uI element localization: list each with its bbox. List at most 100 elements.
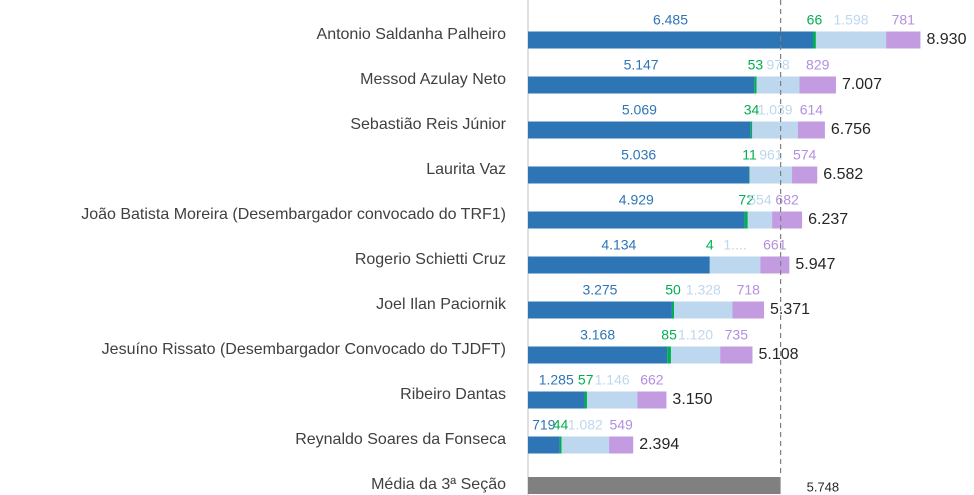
value-label: 4.929 xyxy=(619,192,654,208)
value-label: 554 xyxy=(748,192,772,208)
bar-segment xyxy=(670,346,721,364)
category-label: Antonio Saldanha Palheiro xyxy=(317,26,507,43)
category-label: Rogerio Schietti Cruz xyxy=(355,251,506,268)
total-label: 3.150 xyxy=(672,391,712,408)
bar-segment xyxy=(667,346,671,364)
category-label: Reynaldo Soares da Fonseca xyxy=(295,431,506,448)
bar-segment xyxy=(528,436,560,454)
bar-segment xyxy=(750,121,753,139)
bar-segment xyxy=(752,121,798,139)
value-label: 44 xyxy=(553,417,569,433)
value-label: 4.134 xyxy=(601,237,636,253)
bar-segment xyxy=(720,346,753,364)
bar-segment xyxy=(528,31,813,49)
value-label: 72 xyxy=(738,192,754,208)
value-label: 5.147 xyxy=(624,57,659,73)
bar-segment xyxy=(772,211,803,229)
value-label: 781 xyxy=(892,12,916,28)
value-label: 3.168 xyxy=(580,327,615,343)
value-label: 3.275 xyxy=(582,282,617,298)
value-label: 6.485 xyxy=(653,12,688,28)
bar-segment xyxy=(528,121,751,139)
value-label: 11 xyxy=(742,147,757,163)
total-label: 6.756 xyxy=(831,121,871,138)
bar-segment xyxy=(637,391,667,409)
category-label: Joel Ilan Paciornik xyxy=(376,296,507,313)
category-label: Ribeiro Dantas xyxy=(400,386,506,403)
category-label: Média da 3ª Seção xyxy=(371,476,506,493)
bar-segment xyxy=(709,256,761,274)
value-label: 85 xyxy=(661,327,677,343)
bar-segment xyxy=(528,166,750,184)
value-label: 614 xyxy=(800,102,824,118)
bar-segment xyxy=(674,301,733,319)
bar-segment xyxy=(528,211,745,229)
value-label: 961 xyxy=(759,147,783,163)
value-label: 1.328 xyxy=(686,282,721,298)
bar-segment xyxy=(586,391,638,409)
value-label: 718 xyxy=(737,282,761,298)
total-label: 5.371 xyxy=(770,301,810,318)
bar-segment xyxy=(760,256,790,274)
bar-segment xyxy=(747,211,773,229)
total-label: 2.394 xyxy=(639,436,679,453)
value-label: 1.285 xyxy=(539,372,574,388)
value-label: 5.036 xyxy=(621,147,656,163)
total-label: 8.930 xyxy=(926,31,966,48)
total-label: 7.007 xyxy=(842,76,882,93)
category-label: Messod Azulay Neto xyxy=(360,71,506,88)
value-label: 1.082 xyxy=(568,417,603,433)
average-bar xyxy=(528,477,781,494)
value-label: 4 xyxy=(706,237,714,253)
bar-segment xyxy=(561,436,610,454)
bar-segment xyxy=(756,76,800,94)
bar-segment xyxy=(528,256,710,274)
bar-segment xyxy=(797,121,825,139)
bar-segment xyxy=(609,436,634,454)
average-label: 5.748 xyxy=(807,479,840,494)
bar-segment xyxy=(886,31,921,49)
total-label: 5.108 xyxy=(758,346,798,363)
value-label: 574 xyxy=(793,147,817,163)
value-label: 682 xyxy=(775,192,799,208)
value-label: 57 xyxy=(578,372,594,388)
bar-segment xyxy=(732,301,765,319)
bar-segment xyxy=(799,76,836,94)
value-label: 661 xyxy=(763,237,787,253)
value-label: 978 xyxy=(766,57,790,73)
category-label: Sebastião Reis Júnior xyxy=(350,116,506,133)
bar-segment xyxy=(744,211,748,229)
value-label: 66 xyxy=(807,12,823,28)
bar-segment xyxy=(584,391,587,409)
bar-segment xyxy=(559,436,562,454)
bar-segment xyxy=(813,31,816,49)
bar-segment xyxy=(528,346,668,364)
bar-segment xyxy=(815,31,887,49)
bar-segment xyxy=(528,391,585,409)
total-label: 5.947 xyxy=(795,256,835,273)
value-label: 5.069 xyxy=(622,102,657,118)
value-label: 735 xyxy=(725,327,749,343)
value-label: 1.598 xyxy=(833,12,868,28)
total-label: 6.237 xyxy=(808,211,848,228)
value-label: 53 xyxy=(748,57,764,73)
bar-segment xyxy=(671,301,675,319)
bar-segment xyxy=(528,76,755,94)
category-label: Laurita Vaz xyxy=(426,161,506,178)
value-label: 662 xyxy=(640,372,664,388)
value-label: 549 xyxy=(609,417,633,433)
value-label: 50 xyxy=(665,282,681,298)
category-label: João Batista Moreira (Desembargador conv… xyxy=(81,206,506,223)
value-label: 829 xyxy=(806,57,830,73)
bar-segment xyxy=(749,166,793,184)
value-label: 1.146 xyxy=(595,372,630,388)
value-label: 1.039 xyxy=(758,102,793,118)
value-label: 1.120 xyxy=(678,327,713,343)
category-label: Jesuíno Rissato (Desembargador Convocado… xyxy=(102,341,506,358)
value-label: 34 xyxy=(744,102,760,118)
value-label: 1.... xyxy=(723,237,746,253)
bar-segment xyxy=(528,301,672,319)
value-label: 719 xyxy=(532,417,556,433)
total-label: 6.582 xyxy=(823,166,863,183)
